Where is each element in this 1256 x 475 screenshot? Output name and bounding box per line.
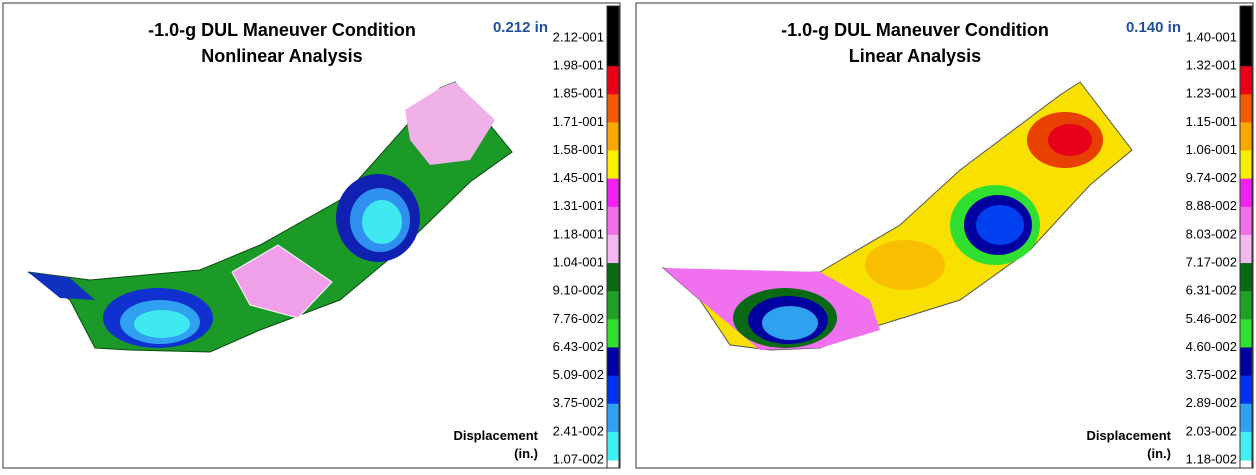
colorbar-band <box>1240 375 1252 405</box>
colorbar-band <box>1240 38 1252 67</box>
scale-label: 1.58-001 <box>553 142 604 157</box>
panel-subtitle: Nonlinear Analysis <box>201 46 362 66</box>
scale-label: 1.40-001 <box>1186 29 1237 44</box>
max-displacement: 0.212 in <box>493 19 548 36</box>
scale-label: 5.09-002 <box>553 367 604 382</box>
max-displacement: 0.140 in <box>1126 19 1181 36</box>
fe-model <box>661 81 1133 351</box>
scale-label: 3.75-002 <box>553 395 604 410</box>
colorbar-band <box>607 122 619 152</box>
panel-subtitle: Linear Analysis <box>849 46 981 66</box>
scale-label: 1.71-001 <box>553 114 604 129</box>
colorbar-band <box>1240 234 1252 264</box>
scale-label: 1.18-002 <box>1186 451 1237 466</box>
scale-label: 7.76-002 <box>553 311 604 326</box>
scale-label: 2.12-001 <box>553 29 604 44</box>
scale-label: 1.04-001 <box>553 255 604 270</box>
scale-label: 5.46-002 <box>1186 311 1237 326</box>
colorbar-band <box>607 431 619 461</box>
colorbar-band <box>1240 291 1252 320</box>
colorbar-band <box>607 6 619 38</box>
scale-label: 1.06-001 <box>1186 142 1237 157</box>
scale-label: 2.03-002 <box>1186 423 1237 438</box>
colorbar-band <box>1240 94 1252 123</box>
fe-model <box>27 81 513 353</box>
colorbar-frame <box>606 5 620 469</box>
scale-label: 1.07-002 <box>553 451 604 466</box>
colorbar-band <box>1240 178 1252 208</box>
colorbar-band <box>607 263 619 292</box>
scale-label: 9.10-002 <box>553 283 604 298</box>
panel-title: -1.0-g DUL Maneuver Condition <box>781 20 1049 40</box>
colorbar-band <box>1240 150 1252 180</box>
legend-unit: (in.) <box>1147 446 1171 461</box>
scale-label: 2.41-002 <box>553 423 604 438</box>
colorbar-band <box>1240 431 1252 461</box>
panel-title: -1.0-g DUL Maneuver Condition <box>148 20 416 40</box>
colorbar-band <box>607 347 619 377</box>
colorbar-band <box>1240 347 1252 377</box>
scale-label: 1.32-001 <box>1186 58 1237 73</box>
colorbar-band <box>1240 263 1252 292</box>
legend-title: Displacement <box>1086 428 1171 443</box>
colorbar-band <box>607 291 619 320</box>
colorbar-frame <box>1239 5 1253 469</box>
scale-label: 8.88-002 <box>1186 198 1237 213</box>
colorbar-band <box>1240 206 1252 236</box>
scale-label: 1.31-001 <box>553 198 604 213</box>
scale-label: 1.98-001 <box>553 58 604 73</box>
scale-label: 1.45-001 <box>553 170 604 185</box>
scale-label: 4.60-002 <box>1186 339 1237 354</box>
scale-label: 1.23-001 <box>1186 86 1237 101</box>
scale-label: 7.17-002 <box>1186 255 1237 270</box>
scale-label: 3.75-002 <box>1186 367 1237 382</box>
colorbar-band <box>1240 66 1252 95</box>
colorbar-band <box>607 150 619 180</box>
colorbar-band <box>1240 319 1252 348</box>
colorbar-band <box>607 178 619 208</box>
colorbar-band <box>607 206 619 236</box>
colorbar-band <box>607 234 619 264</box>
scale-label: 2.89-002 <box>1186 395 1237 410</box>
scale-label: 6.43-002 <box>553 339 604 354</box>
scale-label: 1.15-001 <box>1186 114 1237 129</box>
colorbar-band <box>607 319 619 348</box>
colorbar-band <box>607 66 619 95</box>
colorbar-band <box>1240 403 1252 433</box>
colorbar-band <box>1240 122 1252 152</box>
legend-unit: (in.) <box>514 446 538 461</box>
colorbar-band <box>607 94 619 123</box>
colorbar-band <box>607 403 619 433</box>
scale-label: 9.74-002 <box>1186 170 1237 185</box>
colorbar-band <box>607 38 619 67</box>
colorbar-band <box>1240 6 1252 38</box>
colorbar-band <box>607 375 619 405</box>
scale-label: 1.85-001 <box>553 86 604 101</box>
scale-label: 1.18-001 <box>553 226 604 241</box>
legend-title: Displacement <box>453 428 538 443</box>
scale-label: 6.31-002 <box>1186 283 1237 298</box>
scale-label: 8.03-002 <box>1186 226 1237 241</box>
